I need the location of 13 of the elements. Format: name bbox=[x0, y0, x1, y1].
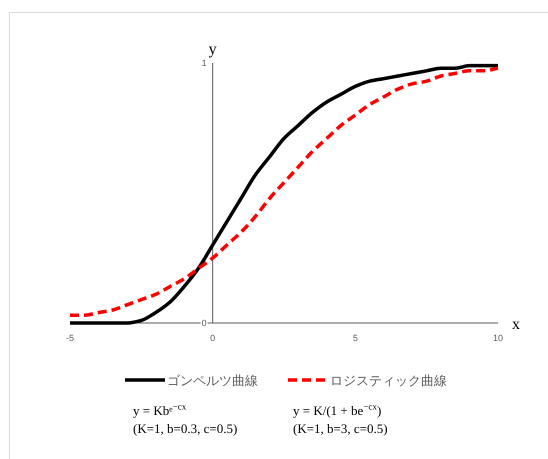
x-axis-title: x bbox=[512, 316, 520, 333]
text: (K=1, b=3, c=0.5) bbox=[293, 421, 388, 437]
x-tick-label: -5 bbox=[66, 333, 74, 343]
text: (K=1, b=0.3, c=0.5) bbox=[133, 421, 238, 437]
y-tick-label: 1 bbox=[202, 58, 207, 68]
y-axis-title: y bbox=[208, 41, 217, 58]
text: y = Kbᵉ$^{−cx}$ bbox=[133, 402, 186, 419]
x-tick-label: 0 bbox=[210, 333, 216, 343]
x-tick-label: 5 bbox=[352, 333, 358, 343]
text: y = K/(1 + be$^{−cx}$) bbox=[293, 402, 382, 419]
x-tick-label: 10 bbox=[492, 333, 504, 343]
legend-label: ゴンペルツ曲線 bbox=[167, 373, 258, 388]
legend-label: ロジスティック曲線 bbox=[330, 373, 447, 388]
